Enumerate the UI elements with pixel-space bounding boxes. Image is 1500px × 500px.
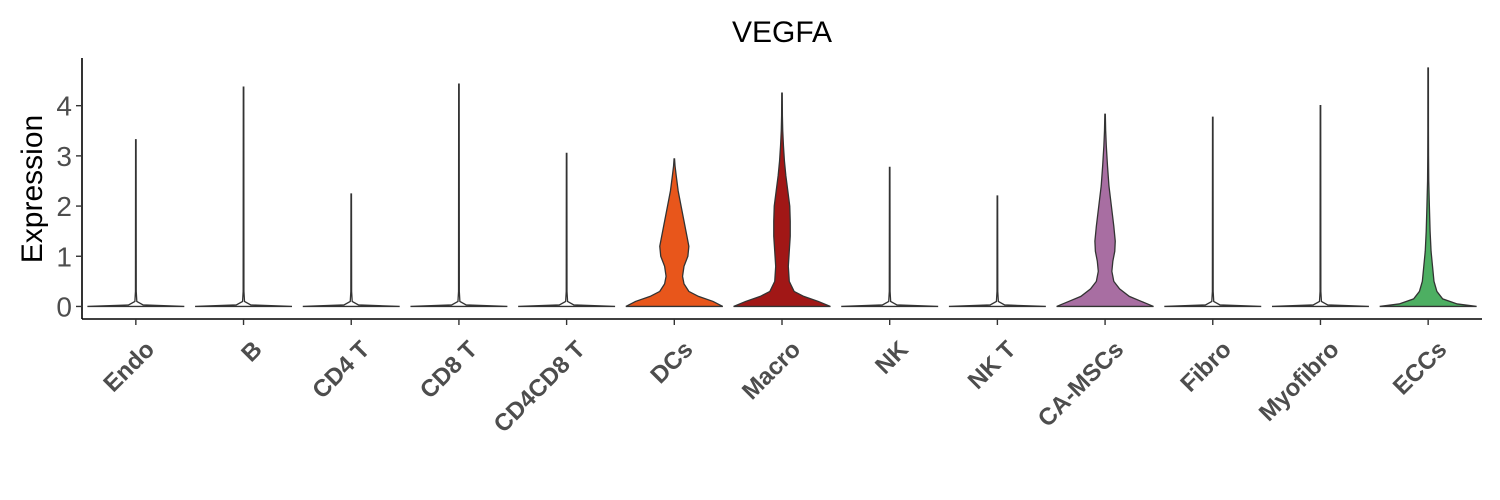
x-tick-label-nk-t: NK T bbox=[963, 336, 1022, 395]
x-tick-label-nk: NK bbox=[870, 336, 914, 380]
violin-cd8-t bbox=[410, 83, 508, 308]
y-axis-label: Expression bbox=[16, 115, 49, 263]
x-tick-label-endo: Endo bbox=[98, 336, 160, 398]
violin-dcs bbox=[625, 158, 724, 308]
y-tick-label: 0 bbox=[56, 291, 72, 322]
x-tick-label-macro: Macro bbox=[737, 336, 806, 405]
violin-ca-mscs bbox=[1056, 113, 1154, 308]
x-tick-label-b: B bbox=[236, 336, 267, 367]
y-tick-label: 1 bbox=[56, 241, 72, 272]
violin-macro bbox=[733, 92, 831, 308]
x-tick-label-myofibro: Myofibro bbox=[1254, 336, 1345, 427]
violin-b bbox=[195, 86, 293, 308]
chart-title: VEGFA bbox=[732, 16, 832, 49]
violin-nk bbox=[841, 166, 939, 308]
violin-endo bbox=[87, 139, 185, 308]
y-axis: 0 1 2 3 4 bbox=[56, 58, 83, 322]
x-tick-label-cd4cd8-t: CD4CD8 T bbox=[489, 336, 591, 438]
x-tick-label-fibro: Fibro bbox=[1175, 336, 1237, 398]
violin-eccs bbox=[1379, 67, 1477, 308]
y-tick-label: 2 bbox=[56, 191, 72, 222]
x-tick-label-dcs: DCs bbox=[645, 336, 698, 389]
violin-fibro bbox=[1164, 116, 1262, 308]
x-tick-label-ca-mscs: CA-MSCs bbox=[1033, 336, 1129, 432]
x-tick-label-eccs: ECCs bbox=[1388, 336, 1452, 400]
y-tick-label: 3 bbox=[56, 141, 72, 172]
violin-layer bbox=[87, 67, 1477, 308]
violin-nk-t bbox=[948, 195, 1046, 308]
violin-cd4-t bbox=[302, 193, 400, 308]
violin-cd4cd8-t bbox=[518, 152, 616, 308]
y-tick-label: 4 bbox=[56, 91, 72, 122]
violin-myofibro bbox=[1271, 105, 1369, 308]
x-axis: Endo B CD4 T CD8 T CD4CD8 T DCs Macro NK NK T CA-… bbox=[82, 318, 1482, 438]
x-tick-label-cd8-t: CD8 T bbox=[415, 336, 483, 404]
x-tick-label-cd4-t: CD4 T bbox=[307, 336, 375, 404]
